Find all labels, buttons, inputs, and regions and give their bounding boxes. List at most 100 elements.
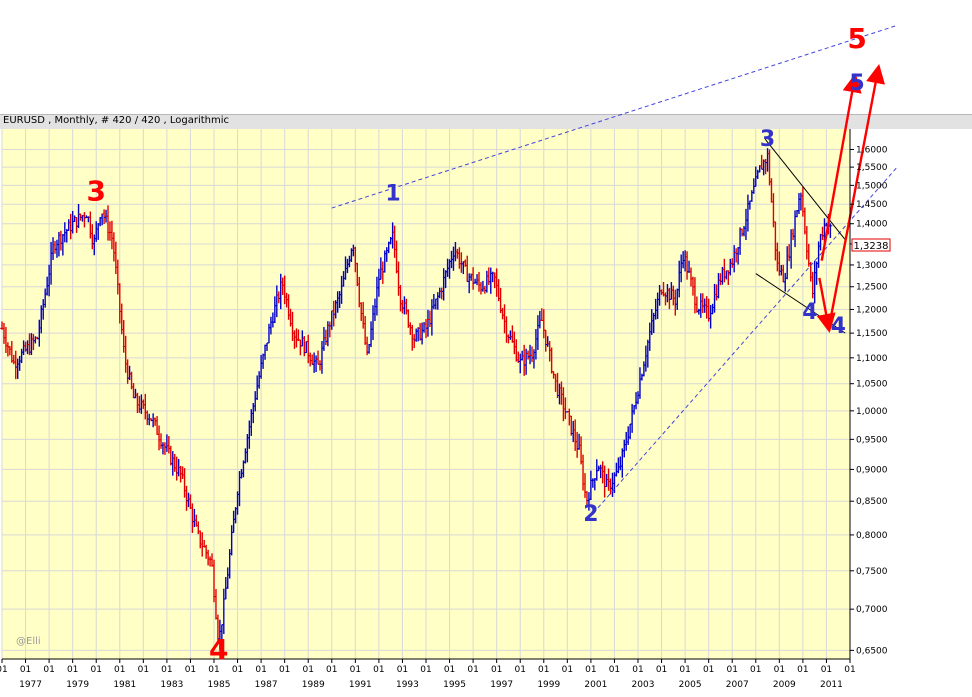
wave-label-red: 3: [86, 174, 105, 207]
projection-arrow: [820, 73, 862, 261]
x-tick-month-label: 01: [208, 665, 219, 675]
trendlines: [331, 24, 898, 509]
x-tick-month-label: 01: [750, 665, 761, 675]
x-tick-month-label: 01: [609, 665, 620, 675]
x-tick-month-label: 01: [302, 665, 313, 675]
x-tick-month-label: 01: [43, 665, 54, 675]
channel-line: [764, 138, 846, 241]
x-tick-month-label: 01: [0, 665, 8, 675]
wave-label-blue: 1: [385, 181, 400, 206]
y-tick-label: 1,1000: [856, 354, 888, 364]
x-tick-month-label: 01: [774, 665, 785, 675]
x-tick-year-label: 2011: [820, 680, 843, 690]
x-tick-year-label: 1995: [443, 680, 466, 690]
x-tick-month-label: 01: [726, 665, 737, 675]
x-tick-year-label: 1977: [19, 680, 42, 690]
projection-arrow: [827, 64, 886, 329]
x-tick-year-label: 2009: [773, 680, 796, 690]
y-axis-background: [850, 129, 972, 659]
x-tick-month-label: 01: [326, 665, 337, 675]
wave-label-blue: 3: [760, 127, 775, 152]
x-tick-year-label: 2005: [679, 680, 702, 690]
x-tick-month-label: 01: [232, 665, 243, 675]
x-tick-year-label: 1985: [208, 680, 231, 690]
wave-label-red: 4: [209, 633, 228, 666]
chart-title: EURUSD , Monthly, # 420 / 420 , Logarith…: [3, 115, 230, 126]
x-tick-month-label: 01: [420, 665, 431, 675]
x-tick-year-label: 1987: [255, 680, 278, 690]
y-tick-label: 1,4500: [856, 200, 888, 210]
x-tick-year-label: 1991: [349, 680, 372, 690]
y-tick-label: 1,4000: [856, 220, 888, 230]
x-tick-month-label: 01: [397, 665, 408, 675]
x-tick-month-label: 01: [703, 665, 714, 675]
y-tick-label: 0,9500: [856, 435, 888, 445]
current-price-label: 1,3238: [854, 241, 889, 252]
x-tick-year-label: 1983: [160, 680, 183, 690]
watermark: @Elli: [16, 636, 41, 647]
wave-label-blue: 2: [583, 502, 598, 527]
x-tick-year-label: 1979: [66, 680, 89, 690]
y-tick-label: 1,5500: [856, 163, 888, 173]
x-tick-month-label: 01: [632, 665, 643, 675]
x-tick-month-label: 01: [90, 665, 101, 675]
x-tick-month-label: 01: [514, 665, 525, 675]
current-price-box: [851, 238, 891, 252]
dashed-trendline: [331, 24, 898, 209]
x-tick-month-label: 01: [279, 665, 290, 675]
y-tick-label: 0,7000: [856, 605, 888, 615]
x-tick-month-label: 01: [821, 665, 832, 675]
x-tick-month-label: 01: [373, 665, 384, 675]
x-tick-month-label: 01: [844, 665, 855, 675]
y-tick-label: 0,8500: [856, 497, 888, 507]
y-tick-label: 0,9000: [856, 465, 888, 475]
x-tick-year-label: 1993: [396, 680, 419, 690]
x-tick-year-label: 2001: [584, 680, 607, 690]
x-tick-month-label: 01: [67, 665, 78, 675]
y-tick-label: 1,2000: [856, 305, 888, 315]
x-tick-month-label: 01: [679, 665, 690, 675]
y-tick-label: 0,7500: [856, 567, 888, 577]
x-tick-year-label: 2003: [632, 680, 655, 690]
y-tick-label: 1,5000: [856, 181, 888, 191]
x-tick-month-label: 01: [138, 665, 149, 675]
wave-label-red: 5: [847, 22, 866, 55]
x-axis: 0101197701011979010119810101198301011985…: [0, 658, 856, 690]
y-tick-label: 1,1500: [856, 329, 888, 339]
y-tick-label: 1,6000: [856, 145, 888, 155]
x-tick-month-label: 01: [444, 665, 455, 675]
x-tick-month-label: 01: [114, 665, 125, 675]
x-tick-month-label: 01: [585, 665, 596, 675]
x-tick-month-label: 01: [467, 665, 478, 675]
y-tick-label: 0,8000: [856, 531, 888, 541]
y-tick-label: 1,0500: [856, 380, 888, 390]
wave-label-blue: 4: [831, 314, 846, 339]
x-tick-month-label: 01: [562, 665, 573, 675]
grid: [1, 129, 851, 659]
chart-title-bar: [0, 114, 972, 129]
x-tick-month-label: 01: [491, 665, 502, 675]
x-tick-month-label: 01: [255, 665, 266, 675]
wave-label-blue: 4: [802, 300, 817, 325]
x-tick-month-label: 01: [538, 665, 549, 675]
dashed-trendline: [597, 166, 898, 509]
wave-label-blue: 5: [849, 71, 864, 96]
x-tick-month-label: 01: [20, 665, 31, 675]
x-tick-month-label: 01: [797, 665, 808, 675]
y-tick-label: 1,0000: [856, 407, 888, 417]
projection-arrow: [816, 277, 836, 334]
x-tick-year-label: 1997: [490, 680, 513, 690]
x-tick-year-label: 2007: [726, 680, 749, 690]
x-tick-year-label: 1999: [537, 680, 560, 690]
price-bars: [0, 148, 833, 650]
y-tick-label: 0,6500: [856, 646, 888, 656]
x-tick-year-label: 1989: [302, 680, 325, 690]
current-price-marker: 1,3238: [851, 238, 891, 252]
y-tick-label: 1,2500: [856, 283, 888, 293]
x-tick-month-label: 01: [656, 665, 667, 675]
x-tick-year-label: 1981: [113, 680, 136, 690]
x-tick-month-label: 01: [185, 665, 196, 675]
